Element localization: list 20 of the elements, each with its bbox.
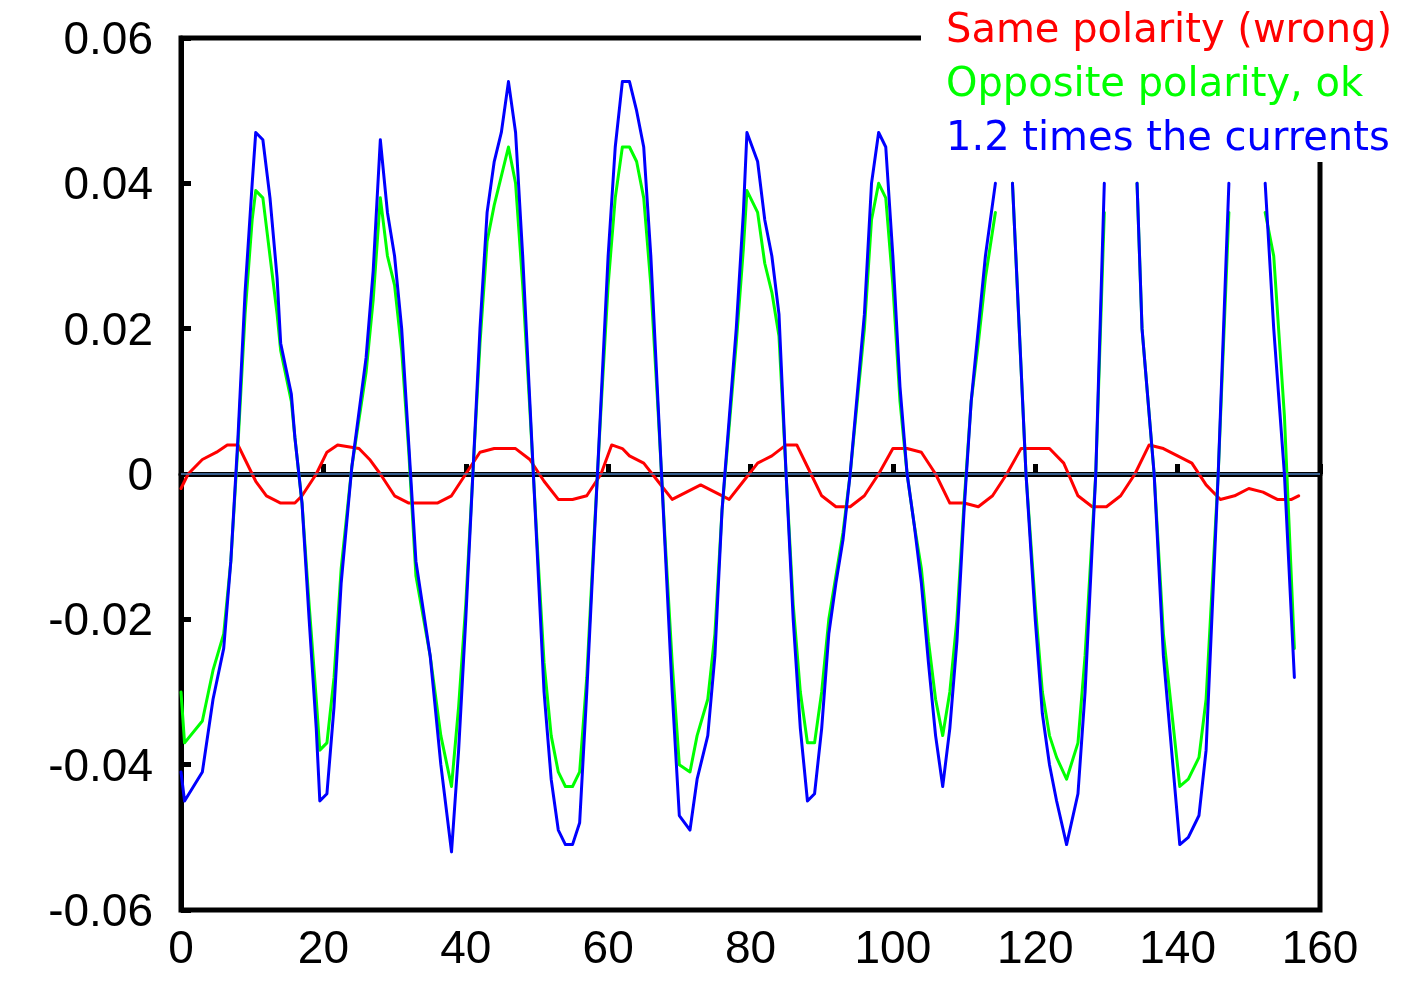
x-tick-label: 0 (168, 921, 194, 973)
y-tick-label: -0.02 (48, 593, 153, 646)
x-tick-label: 40 (440, 921, 492, 973)
x-tick-label: 100 (854, 921, 932, 973)
text: Opposite polarity, ok (945, 59, 1364, 105)
y-tick-label: 0.06 (63, 12, 153, 64)
y-tick-label: 0.04 (63, 157, 153, 210)
series-label: 1.2 times the currents (945, 113, 1390, 159)
line-series (179, 443, 1301, 509)
x-tick-label: 80 (724, 921, 777, 973)
x-tick-label: 140 (1139, 921, 1216, 973)
x-tick-label: 160 (1281, 921, 1359, 973)
x-tick-label: 20 (297, 921, 349, 973)
y-tick-label: 0 (127, 448, 153, 500)
y-tick-label: -0.06 (48, 884, 153, 936)
x-tick-label: 60 (582, 921, 634, 973)
y-tick-label: -0.04 (48, 738, 153, 791)
y-tick-label: 0.02 (63, 302, 153, 355)
x-tick-label: 120 (996, 921, 1074, 973)
text: Same polarity (wrong) (945, 5, 1392, 51)
